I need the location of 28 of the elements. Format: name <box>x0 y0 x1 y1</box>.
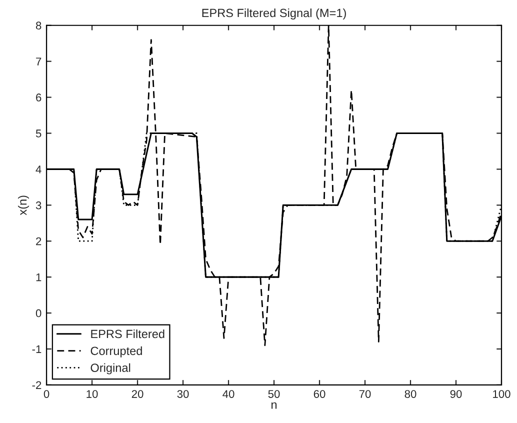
y-tick-label: -1 <box>32 345 42 353</box>
y-tick-label: 3 <box>36 201 42 210</box>
y-tick-label: 1 <box>36 273 42 282</box>
legend-label: Corrupted <box>90 346 142 358</box>
chart-title: EPRS Filtered Signal (M=1) <box>202 8 346 20</box>
x-tick-label: 50 <box>268 390 280 398</box>
y-tick-label: 6 <box>36 94 42 102</box>
x-axis-title: n <box>272 402 277 409</box>
y-tick-label: -2 <box>32 381 42 389</box>
y-tick-label: 4 <box>36 166 42 174</box>
x-tick-label: 40 <box>222 390 234 398</box>
legend-label: EPRS Filtered <box>91 329 164 338</box>
x-tick-label: 100 <box>493 390 510 398</box>
y-tick-label: 0 <box>36 309 42 318</box>
x-tick-label: 0 <box>44 390 50 398</box>
x-tick-label: 20 <box>132 390 144 398</box>
x-tick-label: 80 <box>404 390 416 398</box>
x-tick-label: 30 <box>177 390 189 398</box>
x-tick-label: 10 <box>86 390 98 398</box>
x-tick-label: 70 <box>359 390 371 398</box>
y-axis-title: x(n) <box>18 196 30 216</box>
y-tick-label: 8 <box>36 22 42 30</box>
y-tick-label: 2 <box>36 237 42 246</box>
x-tick-label: 60 <box>314 390 326 398</box>
legend-label: Original <box>90 363 130 374</box>
y-tick-label: 5 <box>36 130 42 138</box>
y-tick-label: 7 <box>36 58 42 66</box>
x-tick-label: 90 <box>450 390 462 398</box>
